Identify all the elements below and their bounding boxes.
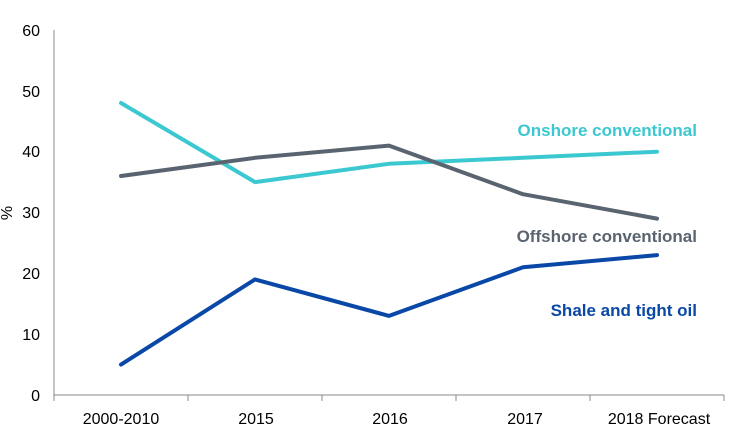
y-tick-label: 20 bbox=[22, 266, 40, 283]
y-tick-label: 30 bbox=[22, 205, 40, 222]
x-tick-label: 2015 bbox=[238, 411, 274, 428]
series-line-shale-and-tight-oil bbox=[119, 253, 659, 367]
y-axis-label: % bbox=[0, 206, 16, 220]
y-tick-label: 40 bbox=[22, 144, 40, 161]
series-lines bbox=[119, 101, 659, 367]
y-tick-label: 0 bbox=[31, 388, 40, 405]
x-tick-label: 2000-2010 bbox=[83, 411, 160, 428]
x-tick-label: 2016 bbox=[372, 411, 408, 428]
x-tick-marks bbox=[53, 395, 725, 401]
series-line-onshore-conventional bbox=[119, 101, 659, 185]
series-label-shale-and-tight-oil: Shale and tight oil bbox=[551, 301, 697, 320]
series-label-onshore-conventional: Onshore conventional bbox=[518, 121, 697, 140]
x-tick-labels: 2000-2010 2015 2016 2017 2018 Forecast bbox=[83, 411, 711, 428]
series-label-offshore-conventional: Offshore conventional bbox=[517, 227, 697, 246]
x-tick-label: 2017 bbox=[507, 411, 543, 428]
x-tick-label: 2018 Forecast bbox=[608, 411, 711, 428]
y-tick-label: 10 bbox=[22, 327, 40, 344]
y-tick-label: 50 bbox=[22, 84, 40, 101]
y-tick-labels: 0 10 20 30 40 50 60 bbox=[22, 23, 40, 405]
series-line-offshore-conventional bbox=[119, 143, 659, 221]
y-tick-label: 60 bbox=[22, 23, 40, 40]
